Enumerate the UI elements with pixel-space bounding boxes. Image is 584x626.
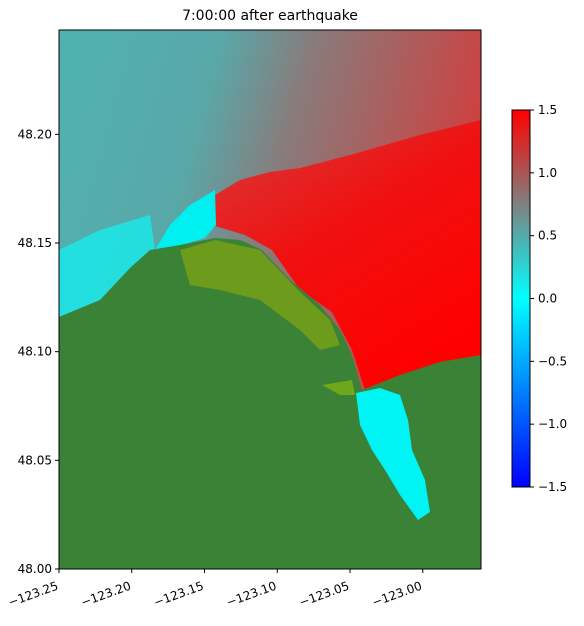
colorbar-tick-label: 1.5 bbox=[538, 103, 557, 117]
colorbar-tick-label: 0.5 bbox=[538, 229, 557, 243]
colorbar-tick-label: −1.0 bbox=[538, 417, 567, 431]
x-tick-label: −123.05 bbox=[297, 579, 351, 610]
y-tick-label: 48.05 bbox=[18, 453, 52, 467]
x-tick-label: −123.25 bbox=[6, 579, 60, 610]
y-tick-label: 48.10 bbox=[18, 345, 52, 359]
colorbar-tick-label: 1.0 bbox=[538, 166, 557, 180]
x-tick-label: −123.10 bbox=[225, 579, 279, 610]
y-tick-label: 48.20 bbox=[18, 127, 52, 141]
map-image bbox=[59, 30, 481, 569]
colorbar bbox=[511, 109, 531, 488]
chart-title: 7:00:00 after earthquake bbox=[182, 8, 358, 24]
plot-frame bbox=[58, 29, 482, 570]
x-tick-label: −123.15 bbox=[152, 579, 206, 610]
colorbar-tick-label: −0.5 bbox=[538, 354, 567, 368]
colorbar-tick-label: −1.5 bbox=[538, 480, 567, 494]
x-tick-label: −123.20 bbox=[79, 579, 133, 610]
x-tick-label: −123.00 bbox=[370, 579, 424, 610]
y-tick-label: 48.00 bbox=[18, 562, 52, 576]
colorbar-tick-label: 0.0 bbox=[538, 292, 557, 306]
y-tick-label: 48.15 bbox=[18, 236, 52, 250]
